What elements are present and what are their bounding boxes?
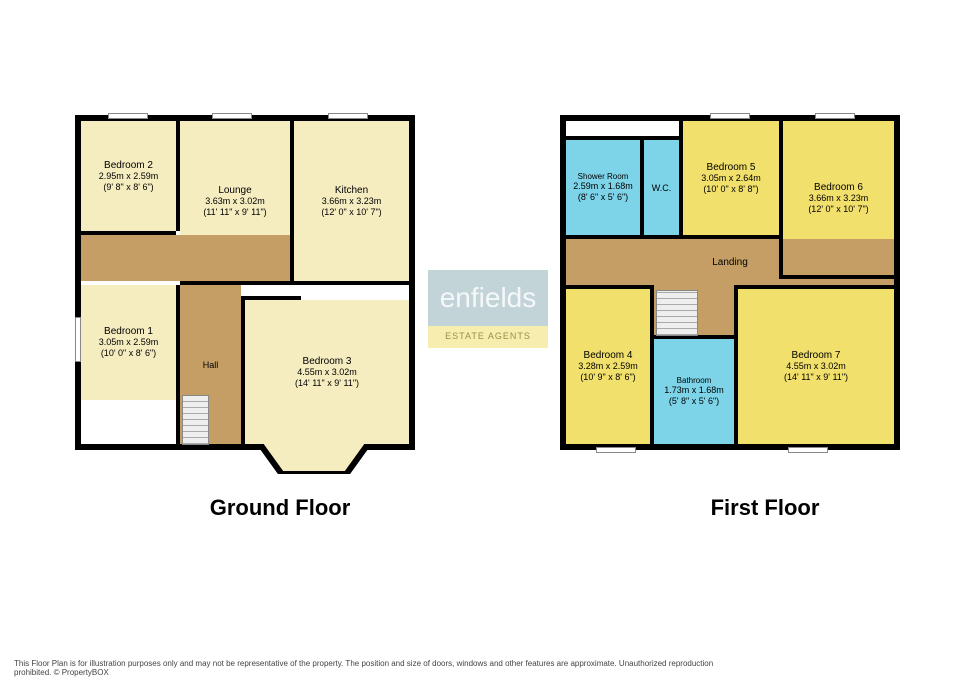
room-name: Shower Room bbox=[578, 172, 629, 181]
room-dims-m: 4.55m x 3.02m bbox=[297, 367, 357, 378]
ground-wall-1 bbox=[290, 121, 294, 281]
room-dims-ft: (14' 11" x 9' 11") bbox=[295, 378, 359, 389]
ground-room-kitchen: Kitchen3.66m x 3.23m(12' 0" x 10' 7") bbox=[294, 121, 409, 281]
first-title: First Floor bbox=[690, 495, 840, 521]
first-room-bedroom7: Bedroom 74.55m x 3.02m(14' 11" x 9' 11") bbox=[738, 289, 894, 444]
ground-room-bedroom3: Bedroom 34.55m x 3.02m(14' 11" x 9' 11") bbox=[245, 300, 409, 444]
room-name: Lounge bbox=[218, 185, 251, 196]
first-room-bedroom4: Bedroom 43.28m x 2.59m(10' 9" x 8' 6") bbox=[566, 289, 650, 444]
first-window-3 bbox=[788, 447, 828, 453]
room-dims-ft: (8' 6" x 5' 6") bbox=[578, 192, 628, 203]
floorplan-canvas: Bedroom 22.95m x 2.59m(9' 8" x 8' 6") Lou… bbox=[0, 0, 980, 686]
disclaimer: This Floor Plan is for illustration purp… bbox=[14, 659, 713, 678]
first-window-0 bbox=[710, 113, 750, 119]
ground-wall-4 bbox=[176, 285, 180, 444]
disclaimer-line2: prohibited. © PropertyBOX bbox=[14, 668, 713, 678]
ground-window-0 bbox=[108, 113, 148, 119]
room-dims-m: 3.66m x 3.23m bbox=[809, 193, 869, 204]
room-dims-ft: (9' 8" x 8' 6") bbox=[103, 182, 153, 193]
first-wall-9 bbox=[779, 275, 894, 279]
room-name: Bedroom 1 bbox=[104, 326, 153, 337]
room-name: Bathroom bbox=[677, 376, 712, 385]
ground-window-1 bbox=[212, 113, 252, 119]
room-name: Bedroom 2 bbox=[104, 160, 153, 171]
first-window-1 bbox=[815, 113, 855, 119]
first-wall-3 bbox=[566, 235, 779, 239]
ground-room-bedroom2: Bedroom 22.95m x 2.59m(9' 8" x 8' 6") bbox=[81, 121, 176, 231]
ground-bay bbox=[260, 444, 368, 474]
first-room-bathroom: Bathroom1.73m x 1.68m(5' 8" x 5' 6") bbox=[654, 339, 734, 444]
watermark-logo: enfields bbox=[428, 270, 548, 326]
room-dims-ft: (12' 0" x 10' 7") bbox=[321, 207, 381, 218]
room-dims-ft: (11' 11" x 9' 11") bbox=[203, 207, 266, 218]
ground-wall-5 bbox=[241, 300, 245, 444]
ground-room-bedroom1: Bedroom 13.05m x 2.59m(10' 0" x 8' 6") bbox=[81, 285, 176, 400]
ground-stairs bbox=[182, 395, 209, 445]
first-room-shower: Shower Room2.59m x 1.68m(8' 6" x 5' 6") bbox=[566, 140, 640, 235]
ground-wall-3 bbox=[180, 281, 409, 285]
watermark-subtitle: ESTATE AGENTS bbox=[428, 326, 548, 348]
room-dims-m: 2.95m x 2.59m bbox=[99, 171, 159, 182]
disclaimer-line1: This Floor Plan is for illustration purp… bbox=[14, 659, 713, 669]
room-dims-ft: (10' 9" x 8' 6") bbox=[580, 372, 635, 383]
room-name: Kitchen bbox=[335, 185, 368, 196]
ground-title: Ground Floor bbox=[190, 495, 370, 521]
room-name: Bedroom 4 bbox=[584, 350, 633, 361]
first-room-wc: W.C. bbox=[644, 140, 679, 235]
room-dims-m: 3.63m x 3.02m bbox=[205, 196, 265, 207]
ground-window-3 bbox=[75, 317, 81, 362]
room-dims-m: 2.59m x 1.68m bbox=[573, 181, 633, 192]
room-name: Bedroom 3 bbox=[303, 356, 352, 367]
room-dims-m: 3.05m x 2.64m bbox=[701, 173, 761, 184]
room-name: Hall bbox=[203, 360, 219, 370]
first-wall-7 bbox=[734, 289, 738, 444]
ground-room-corridor bbox=[81, 235, 291, 281]
room-dims-m: 3.66m x 3.23m bbox=[322, 196, 382, 207]
ground-wall-0 bbox=[176, 121, 180, 231]
room-dims-ft: (10' 0" x 8' 6") bbox=[101, 348, 156, 359]
first-wall-5 bbox=[734, 285, 894, 289]
first-stairs bbox=[656, 290, 698, 336]
room-name: Bedroom 5 bbox=[707, 162, 756, 173]
room-dims-ft: (12' 0" x 10' 7") bbox=[808, 204, 868, 215]
first-room-bedroom5: Bedroom 53.05m x 2.64m(10' 0" x 8' 8") bbox=[683, 121, 779, 235]
room-name: Landing bbox=[712, 257, 748, 268]
room-name: W.C. bbox=[652, 183, 672, 193]
first-wall-2 bbox=[779, 121, 783, 275]
ground-window-2 bbox=[328, 113, 368, 119]
ground-wall-6 bbox=[241, 296, 301, 300]
room-dims-m: 3.05m x 2.59m bbox=[99, 337, 159, 348]
room-dims-ft: (10' 0" x 8' 8") bbox=[703, 184, 758, 195]
room-dims-m: 4.55m x 3.02m bbox=[786, 361, 846, 372]
first-wall-0 bbox=[640, 140, 644, 235]
first-wall-4 bbox=[566, 285, 654, 289]
first-wall-10 bbox=[566, 136, 679, 140]
room-dims-ft: (14' 11" x 9' 11") bbox=[784, 372, 848, 383]
room-dims-ft: (5' 8" x 5' 6") bbox=[669, 396, 719, 407]
first-wall-6 bbox=[650, 289, 654, 444]
room-name: Bedroom 7 bbox=[792, 350, 841, 361]
room-dims-m: 1.73m x 1.68m bbox=[664, 385, 724, 396]
room-dims-m: 3.28m x 2.59m bbox=[578, 361, 638, 372]
first-window-2 bbox=[596, 447, 636, 453]
ground-wall-2 bbox=[81, 231, 176, 235]
first-wall-1 bbox=[679, 121, 683, 235]
room-name: Bedroom 6 bbox=[814, 182, 863, 193]
